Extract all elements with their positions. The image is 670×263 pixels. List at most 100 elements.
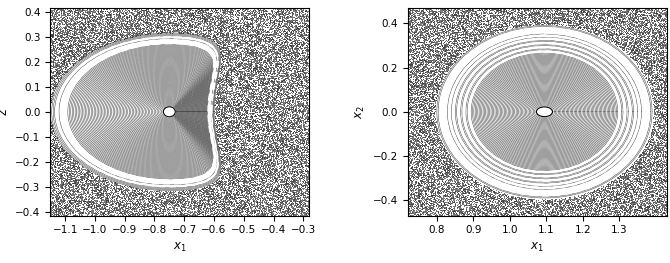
Point <box>47 77 58 81</box>
Point <box>85 8 96 13</box>
Point <box>222 150 233 155</box>
Point <box>79 16 90 21</box>
Point <box>302 12 312 16</box>
Point <box>449 17 460 21</box>
Point <box>647 129 658 133</box>
Point <box>466 201 476 205</box>
Point <box>643 195 654 199</box>
Point <box>226 112 237 117</box>
Point <box>440 178 451 182</box>
Point <box>249 211 260 215</box>
Point <box>419 10 429 14</box>
Point <box>70 36 80 40</box>
Point <box>417 13 428 17</box>
Point <box>499 26 510 30</box>
Point <box>74 24 85 29</box>
Point <box>412 203 423 208</box>
Point <box>84 11 95 15</box>
Point <box>590 197 601 201</box>
Point <box>84 18 94 22</box>
Point <box>246 114 257 118</box>
Point <box>133 23 144 28</box>
Point <box>268 70 279 74</box>
Point <box>222 205 232 209</box>
Point <box>121 195 131 199</box>
Point <box>643 151 653 156</box>
Point <box>419 200 429 204</box>
Point <box>266 64 277 69</box>
Point <box>654 77 665 82</box>
Point <box>216 77 226 82</box>
Point <box>193 193 204 198</box>
Point <box>406 200 417 204</box>
Point <box>558 199 569 204</box>
Point <box>548 200 559 205</box>
Point <box>139 203 149 208</box>
Point <box>58 193 68 198</box>
Point <box>458 186 469 191</box>
Point <box>51 73 62 77</box>
Point <box>243 24 253 28</box>
Point <box>149 13 159 17</box>
Point <box>259 142 270 146</box>
Point <box>415 92 425 96</box>
Point <box>658 193 669 197</box>
Point <box>105 25 116 29</box>
Point <box>46 164 57 168</box>
Point <box>429 81 440 85</box>
Point <box>74 43 84 47</box>
Point <box>487 193 498 197</box>
Point <box>448 54 459 59</box>
Point <box>271 50 281 55</box>
Point <box>471 180 482 185</box>
Point <box>421 118 431 123</box>
Point <box>425 31 436 35</box>
Point <box>56 199 66 203</box>
Point <box>262 29 273 33</box>
Point <box>404 149 415 153</box>
Point <box>64 13 74 17</box>
Point <box>272 147 283 151</box>
Point <box>196 27 207 32</box>
Point <box>534 19 545 24</box>
Point <box>198 13 208 17</box>
Point <box>195 206 206 210</box>
Point <box>223 79 234 84</box>
Point <box>257 118 267 122</box>
Point <box>287 113 297 117</box>
Point <box>261 208 271 212</box>
Point <box>302 103 313 108</box>
Point <box>239 106 249 110</box>
Point <box>622 192 633 196</box>
Point <box>611 31 622 35</box>
Point <box>442 23 452 27</box>
Point <box>472 40 483 44</box>
Point <box>222 8 232 12</box>
Point <box>255 58 265 62</box>
Point <box>61 42 72 46</box>
Point <box>223 99 234 103</box>
Point <box>659 178 669 182</box>
Point <box>417 33 427 37</box>
Point <box>111 36 121 40</box>
Point <box>265 41 276 45</box>
Point <box>651 37 661 41</box>
Point <box>272 72 283 77</box>
Point <box>640 13 651 17</box>
Point <box>206 201 217 206</box>
Point <box>122 26 133 30</box>
Point <box>86 185 96 189</box>
Point <box>626 50 637 54</box>
Point <box>624 201 635 205</box>
Point <box>303 182 314 186</box>
Point <box>464 8 474 12</box>
Point <box>487 192 498 196</box>
Point <box>405 22 415 26</box>
Point <box>113 12 123 16</box>
Point <box>414 63 425 67</box>
Point <box>639 38 649 42</box>
Point <box>410 40 421 44</box>
Point <box>176 196 187 200</box>
Point <box>410 154 421 158</box>
Point <box>153 213 163 217</box>
